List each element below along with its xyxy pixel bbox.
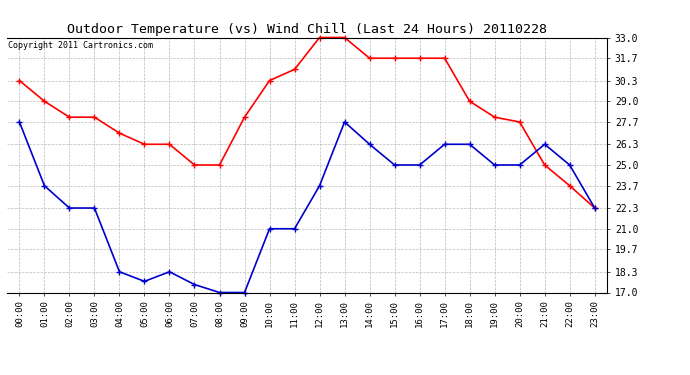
Title: Outdoor Temperature (vs) Wind Chill (Last 24 Hours) 20110228: Outdoor Temperature (vs) Wind Chill (Las…	[67, 23, 547, 36]
Text: Copyright 2011 Cartronics.com: Copyright 2011 Cartronics.com	[8, 41, 153, 50]
